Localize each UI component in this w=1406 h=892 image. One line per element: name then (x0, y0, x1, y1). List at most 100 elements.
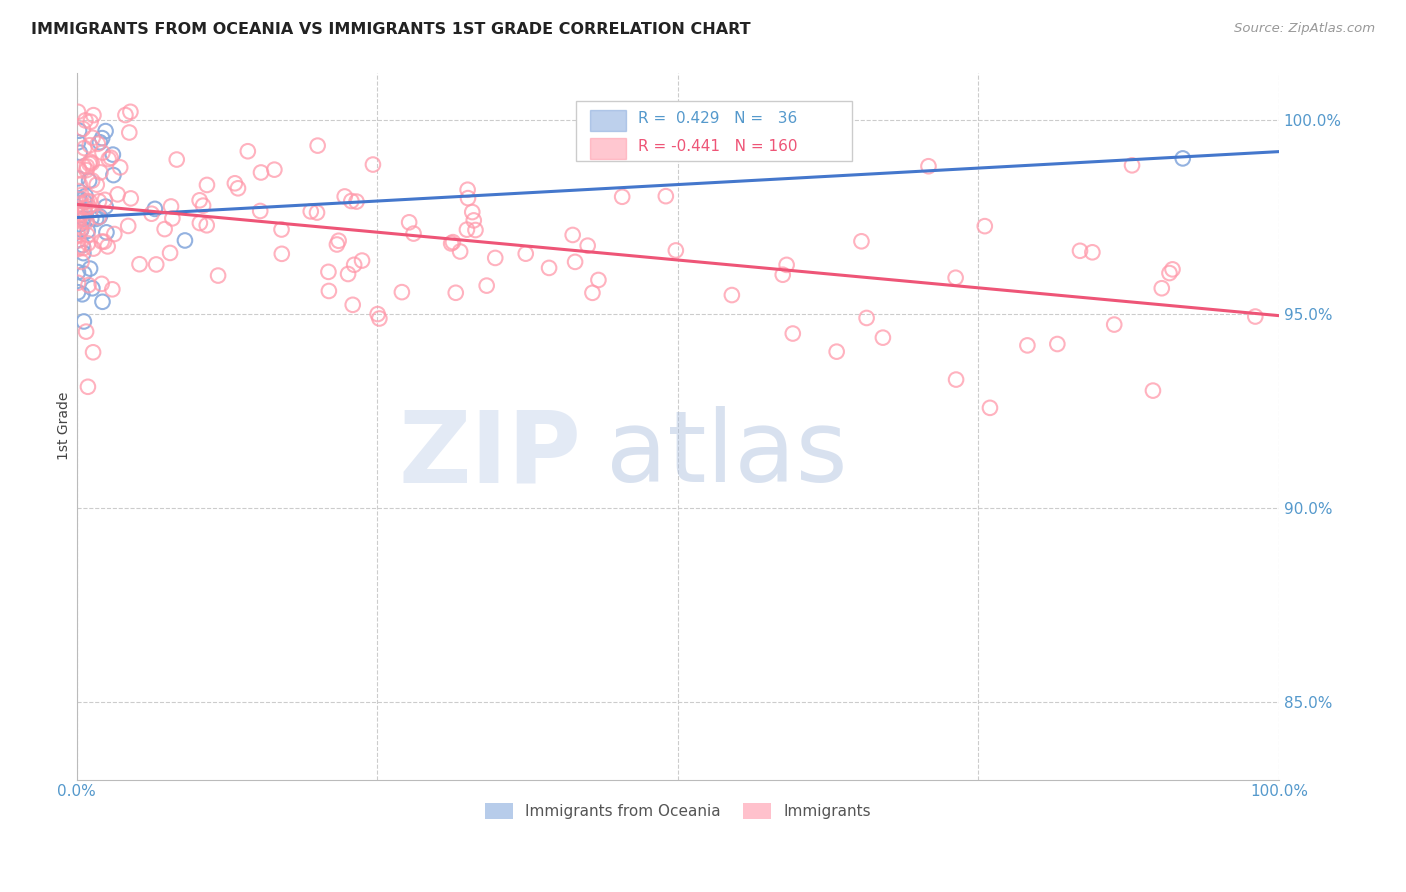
Point (665, 244, 688, 258)
Point (782, 326, 804, 341)
Point (108, 161, 131, 175)
Text: IMMIGRANTS FROM OCEANIA VS IMMIGRANTS 1ST GRADE CORRELATION CHART: IMMIGRANTS FROM OCEANIA VS IMMIGRANTS 1S… (31, 22, 751, 37)
Point (73, 141, 96, 155)
Point (872, 331, 894, 345)
Point (75, 163, 97, 178)
Point (82, 242, 104, 256)
Point (69, 178, 91, 192)
Point (67, 233, 90, 247)
Point (305, 205, 328, 219)
Point (94, 200, 117, 214)
Point (107, 187, 129, 202)
Point (70, 188, 93, 202)
Point (346, 194, 368, 209)
Point (97, 239, 120, 253)
Point (66, 285, 89, 300)
Point (66, 136, 89, 150)
Point (76, 159, 98, 173)
Point (75, 113, 97, 128)
Point (72, 211, 94, 226)
Point (352, 253, 374, 268)
Point (76, 224, 98, 238)
Point (79, 261, 101, 276)
Point (307, 138, 329, 153)
Point (117, 219, 139, 233)
Point (342, 298, 364, 312)
Point (72, 287, 94, 301)
Point (449, 244, 471, 259)
Point (456, 222, 478, 236)
Point (368, 311, 391, 326)
FancyBboxPatch shape (575, 102, 852, 161)
Point (538, 260, 561, 275)
Point (343, 258, 366, 272)
Point (326, 237, 349, 252)
Point (72, 213, 94, 227)
Point (461, 205, 484, 219)
Point (72, 121, 94, 136)
Point (79, 138, 101, 153)
FancyBboxPatch shape (591, 110, 626, 131)
Point (75, 325, 97, 339)
Point (91, 145, 114, 160)
Point (76, 228, 98, 243)
Point (73, 314, 96, 328)
Point (318, 265, 340, 279)
Point (464, 223, 486, 237)
Point (1142, 384, 1164, 398)
Point (174, 234, 197, 248)
Point (82, 131, 104, 145)
Text: R =  0.429   N =   36: R = 0.429 N = 36 (638, 111, 797, 126)
Point (79, 204, 101, 219)
Point (457, 191, 479, 205)
Point (226, 181, 249, 195)
Point (101, 282, 124, 296)
Point (1171, 152, 1194, 166)
Point (86, 178, 108, 192)
Point (1069, 244, 1091, 258)
Point (973, 219, 995, 234)
Point (67, 193, 90, 207)
Point (77, 278, 100, 293)
Point (66, 228, 89, 243)
Point (612, 190, 634, 204)
Point (141, 207, 163, 221)
Point (1244, 310, 1267, 324)
Point (69, 218, 91, 232)
Point (120, 104, 142, 119)
Point (103, 227, 125, 241)
Point (90, 277, 112, 291)
Point (67, 212, 90, 227)
Point (1121, 158, 1143, 172)
Point (333, 189, 356, 203)
Point (67, 124, 90, 138)
Point (80, 211, 103, 226)
Point (328, 234, 350, 248)
Point (337, 267, 360, 281)
Point (564, 255, 586, 269)
Point (159, 246, 181, 260)
Point (576, 238, 599, 252)
Point (101, 147, 124, 161)
Point (103, 168, 125, 182)
Point (721, 288, 744, 302)
Point (1102, 318, 1125, 332)
Point (87, 194, 110, 209)
Point (97, 152, 120, 166)
Point (270, 247, 292, 261)
Point (66, 242, 89, 256)
Point (67, 204, 90, 219)
Point (73, 204, 96, 219)
Point (66, 171, 89, 186)
Point (66, 212, 89, 227)
Point (855, 310, 877, 325)
Point (367, 307, 389, 321)
Point (224, 176, 246, 190)
Point (94, 193, 117, 207)
FancyBboxPatch shape (591, 137, 626, 159)
Point (73, 194, 96, 209)
Text: R = -0.441   N = 160: R = -0.441 N = 160 (638, 139, 797, 153)
Point (72, 246, 94, 260)
Point (82, 108, 104, 122)
Point (851, 235, 873, 249)
